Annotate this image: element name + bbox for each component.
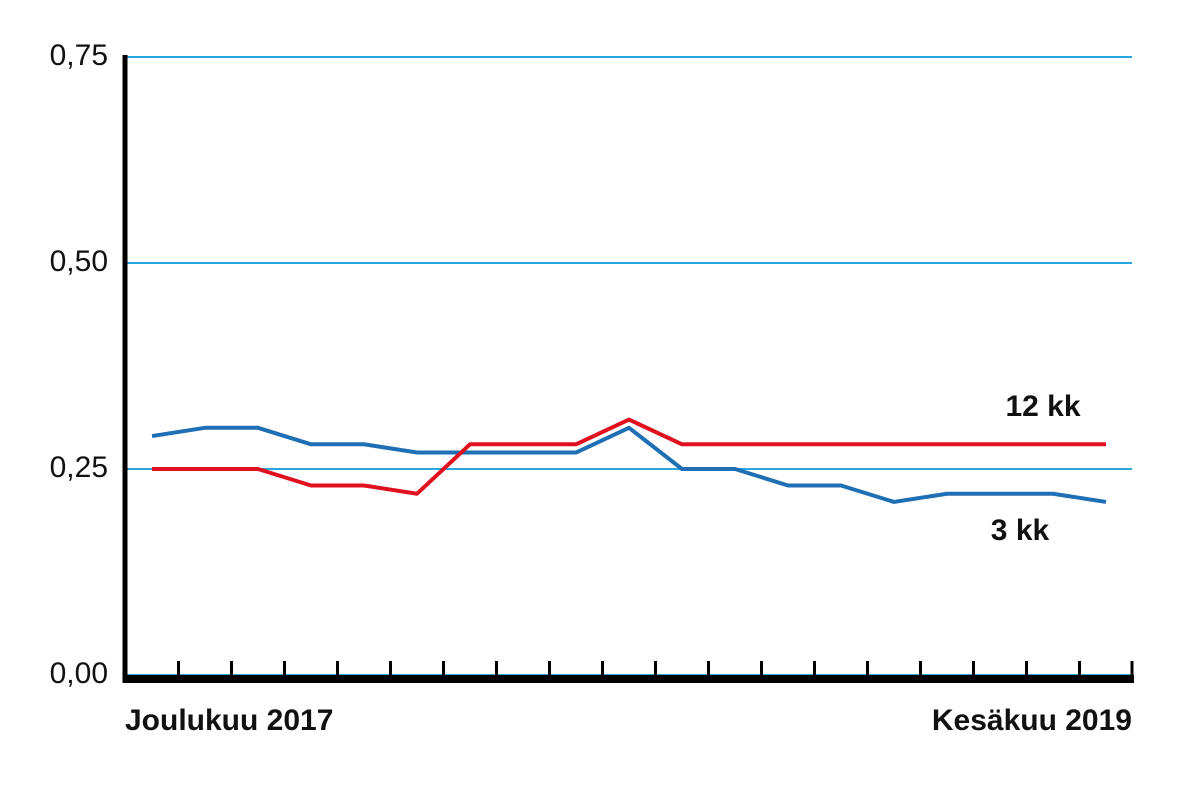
- y-tick-label: 0,25: [50, 451, 108, 484]
- series-label: 12 kk: [1005, 390, 1080, 423]
- y-tick-label: 0,00: [50, 657, 108, 690]
- series-label: 3 kk: [991, 514, 1050, 547]
- x-tick-label: Joulukuu 2017: [125, 704, 333, 737]
- y-tick-label: 0,50: [50, 245, 108, 278]
- y-tick-label: 0,75: [50, 39, 108, 72]
- line: [151, 425, 1107, 504]
- line: [152, 417, 1106, 496]
- x-tick-label: Kesäkuu 2019: [932, 704, 1132, 737]
